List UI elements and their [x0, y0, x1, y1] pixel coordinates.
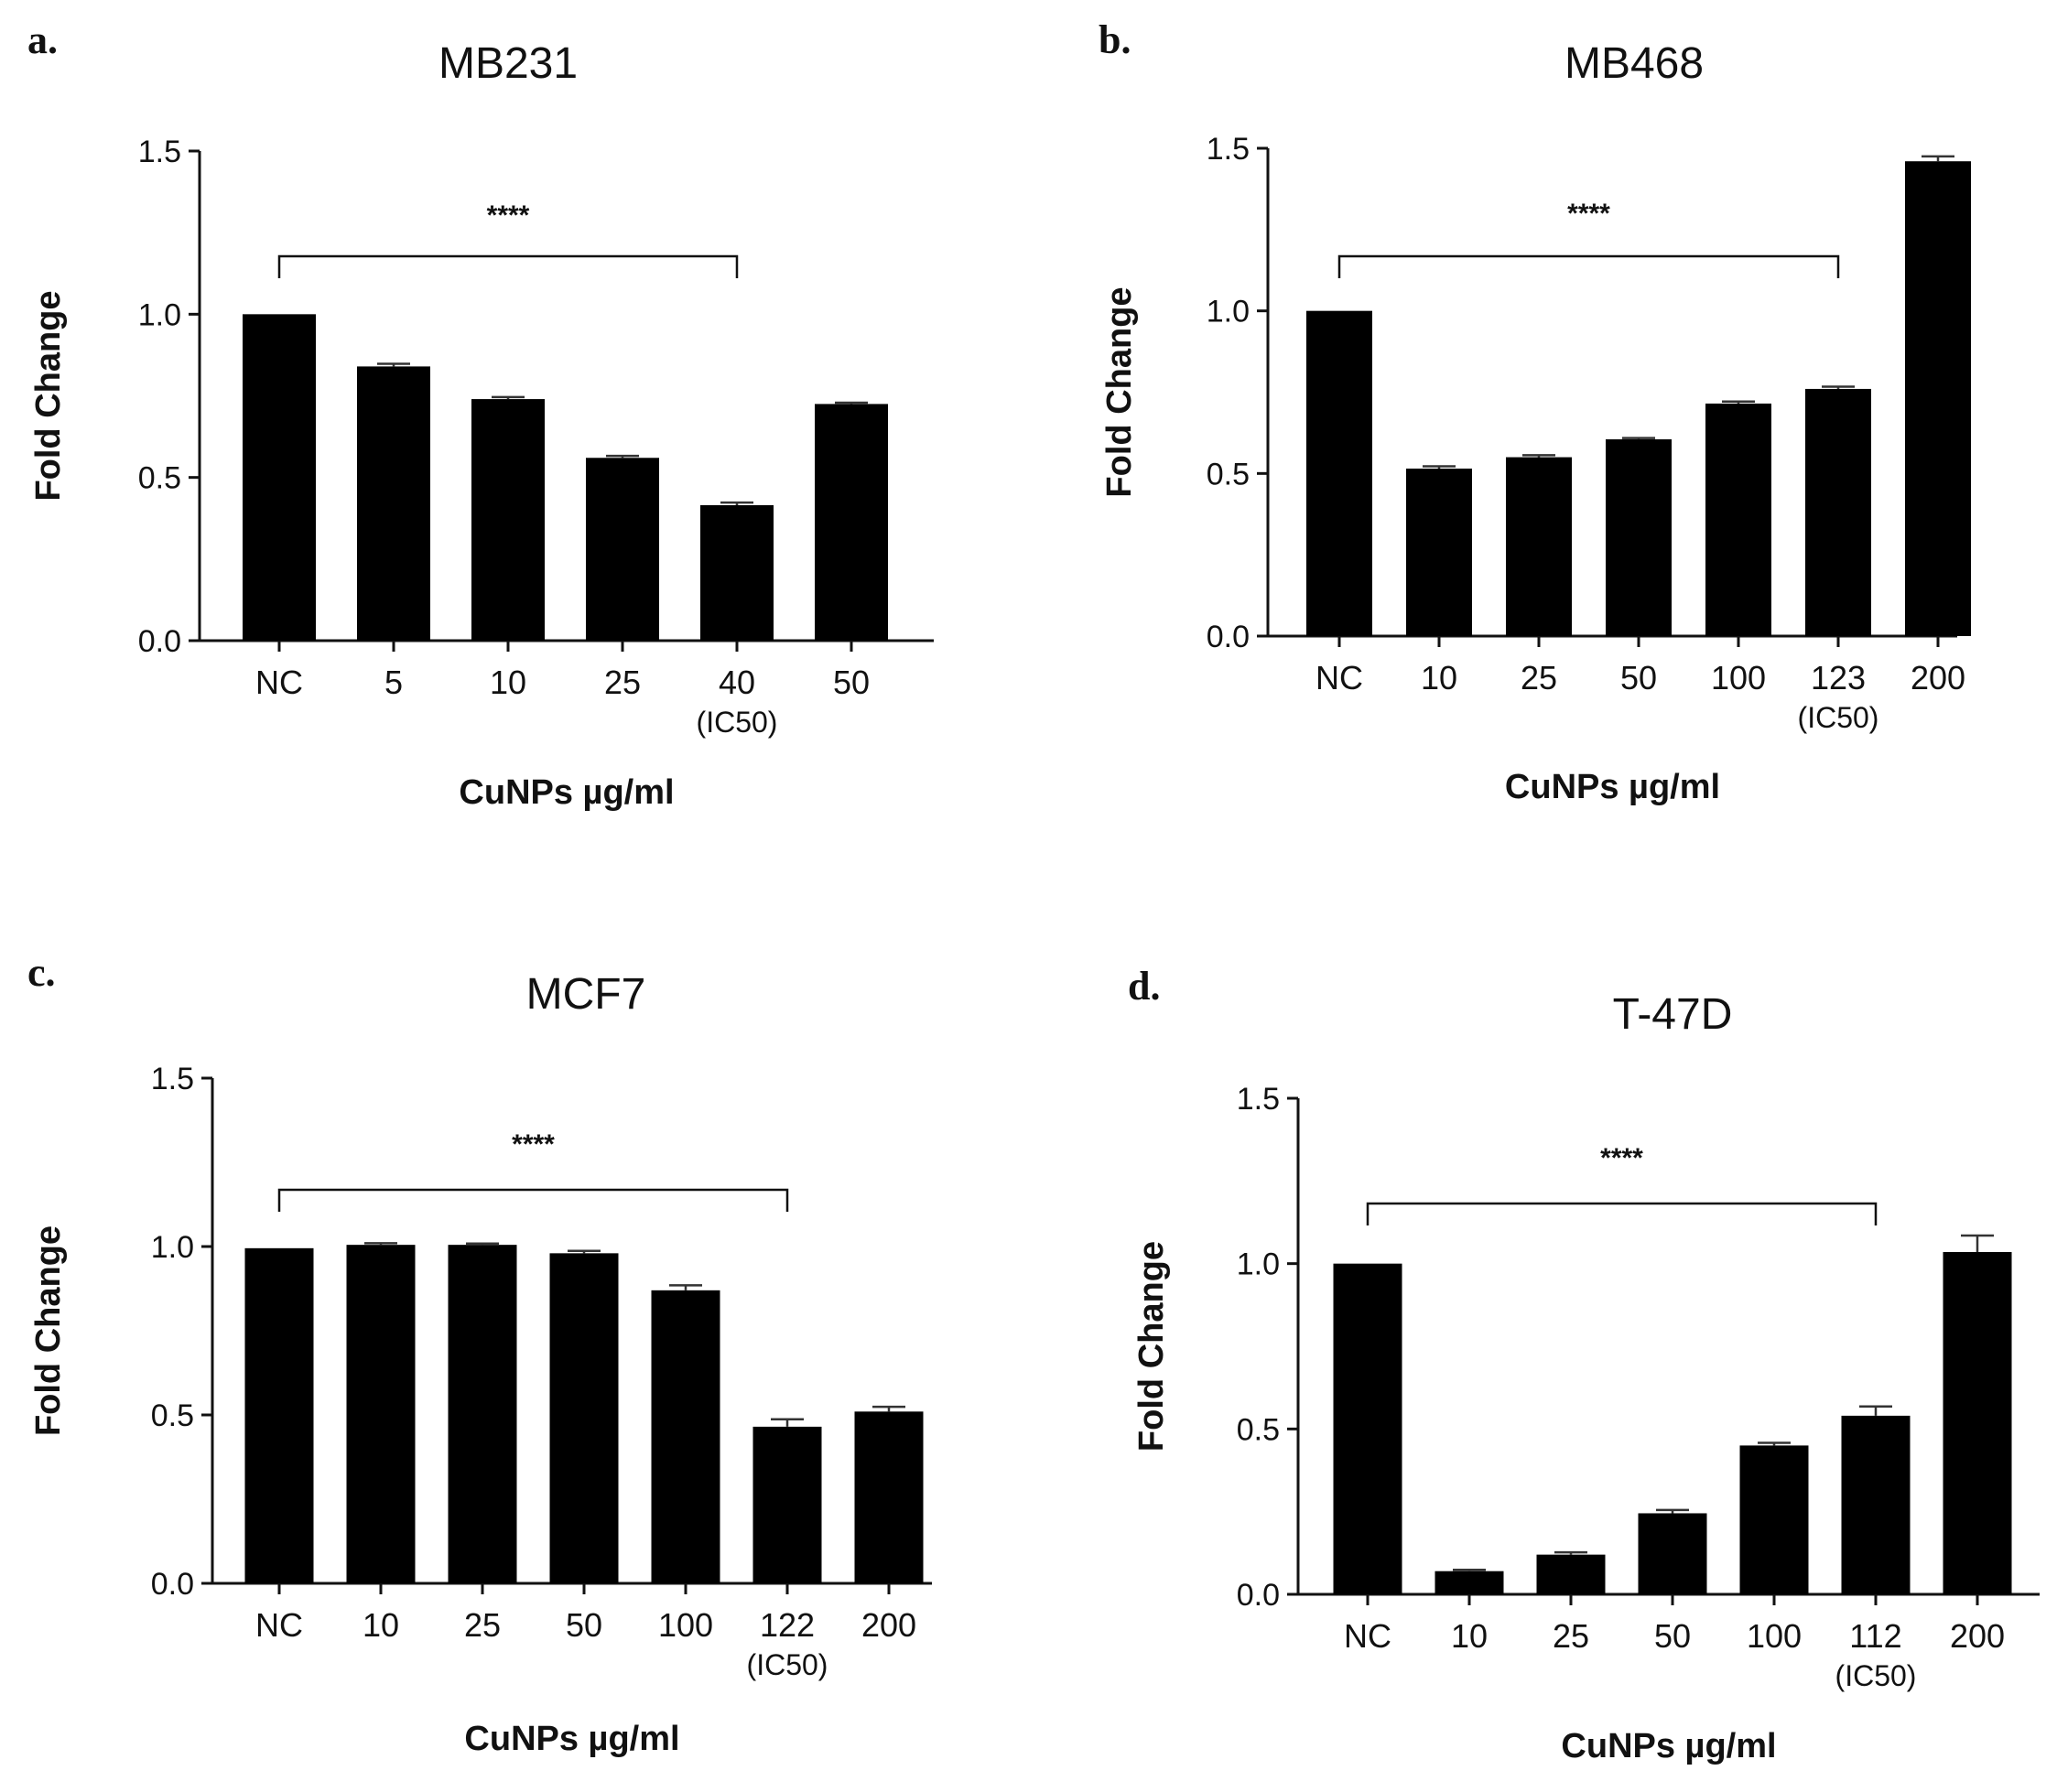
x-tick-label: 50 — [566, 1606, 602, 1644]
bar — [700, 504, 774, 641]
bar — [243, 314, 316, 641]
y-tick-label: 1.0 — [1207, 295, 1250, 329]
y-tick-label: 1.0 — [138, 297, 181, 332]
bar — [651, 1290, 720, 1583]
bar — [1536, 1554, 1606, 1594]
x-axis-title: CuNPs µg/ml — [464, 1720, 679, 1758]
bar — [244, 1247, 314, 1583]
x-axis-title: CuNPs µg/ml — [459, 773, 674, 812]
y-tick-label: 0.5 — [151, 1398, 194, 1433]
bar — [357, 366, 430, 641]
x-tick-label: 100 — [658, 1606, 713, 1644]
bar — [1333, 1263, 1402, 1594]
x-tick-label: 112 — [1849, 1617, 1901, 1655]
chart-title: MB231 — [438, 39, 578, 88]
bar — [1943, 1252, 2012, 1594]
x-tick-label: 200 — [1950, 1617, 2005, 1655]
x-tick-label: 10 — [1451, 1617, 1488, 1655]
x-tick-label: 25 — [1553, 1617, 1589, 1655]
panel-letter: d. — [1128, 964, 1160, 1009]
bar — [549, 1253, 619, 1583]
x-axis-title: CuNPs µg/ml — [1561, 1727, 1776, 1765]
x-tick-label: 50 — [1620, 659, 1657, 696]
y-tick-label: 0.5 — [1237, 1412, 1280, 1447]
y-axis-title: Fold Change — [29, 290, 68, 501]
x-tick-label: 100 — [1747, 1617, 1802, 1655]
bar — [1306, 310, 1372, 636]
significance-bracket — [277, 254, 739, 278]
panel-letter: c. — [27, 950, 56, 995]
chart-title: MCF7 — [526, 970, 646, 1019]
x-tick-label: 200 — [861, 1606, 916, 1644]
y-tick-label: 1.5 — [151, 1062, 194, 1096]
y-tick-label: 1.5 — [138, 135, 181, 169]
x-tick-label: 123 — [1811, 659, 1866, 696]
x-tick-label: 25 — [604, 664, 641, 701]
bar — [346, 1245, 416, 1583]
panel-letter: a. — [27, 17, 58, 62]
x-tick-label: NC — [1315, 659, 1363, 696]
bar — [1406, 469, 1472, 636]
significance-label: **** — [487, 200, 530, 231]
chart-title: T-47D — [1613, 990, 1733, 1039]
significance-bracket — [277, 1188, 789, 1212]
x-tick-label: 10 — [363, 1606, 399, 1644]
x-tick-label: 5 — [384, 664, 403, 701]
x-tick-label: 25 — [464, 1606, 501, 1644]
ic50-note: (IC50) — [1798, 701, 1879, 734]
y-tick-label: 1.5 — [1237, 1082, 1280, 1117]
significance-bracket — [1366, 1202, 1878, 1225]
x-tick-label: 50 — [1654, 1617, 1691, 1655]
x-tick-label: NC — [1344, 1617, 1391, 1655]
y-axis-title: Fold Change — [1100, 286, 1139, 497]
y-tick-label: 1.0 — [1237, 1247, 1280, 1282]
bar — [752, 1426, 822, 1583]
chart-title: MB468 — [1564, 39, 1704, 88]
significance-label: **** — [512, 1129, 555, 1160]
ic50-note: (IC50) — [697, 706, 778, 739]
y-axis-title: Fold Change — [29, 1225, 68, 1436]
x-tick-label: 100 — [1711, 659, 1766, 696]
bar — [1739, 1445, 1809, 1594]
bar — [586, 458, 659, 641]
bar — [1434, 1571, 1504, 1594]
bar — [1705, 403, 1771, 636]
significance-label: **** — [1600, 1143, 1643, 1173]
y-tick-label: 0.0 — [1237, 1578, 1280, 1613]
significance-label: **** — [1567, 199, 1610, 229]
y-tick-label: 0.5 — [1207, 457, 1250, 491]
bar — [1905, 161, 1971, 637]
bar — [854, 1411, 924, 1583]
y-tick-label: 1.5 — [1207, 132, 1250, 167]
x-tick-label: 25 — [1521, 659, 1557, 696]
y-tick-label: 0.5 — [138, 461, 181, 496]
x-tick-label: 10 — [1421, 659, 1457, 696]
y-tick-label: 1.0 — [151, 1230, 194, 1265]
bar — [1805, 388, 1871, 636]
bar — [471, 399, 545, 641]
bar — [815, 404, 888, 641]
x-tick-label: 50 — [833, 664, 870, 701]
y-tick-label: 0.0 — [1207, 620, 1250, 654]
ic50-note: (IC50) — [747, 1648, 828, 1681]
y-tick-label: 0.0 — [151, 1567, 194, 1602]
x-tick-label: 40 — [719, 664, 755, 701]
bar — [1841, 1415, 1911, 1594]
bar — [1638, 1513, 1707, 1594]
bar — [1506, 457, 1572, 636]
x-tick-label: NC — [255, 664, 303, 701]
x-axis-title: CuNPs µg/ml — [1505, 768, 1720, 806]
y-tick-label: 0.0 — [138, 624, 181, 659]
bar — [448, 1245, 517, 1583]
ic50-note: (IC50) — [1835, 1659, 1917, 1692]
x-tick-label: 122 — [760, 1606, 815, 1644]
bar — [1606, 439, 1672, 636]
significance-bracket — [1337, 254, 1840, 278]
x-tick-label: NC — [255, 1606, 303, 1644]
panel-letter: b. — [1099, 17, 1131, 62]
y-axis-title: Fold Change — [1132, 1241, 1171, 1452]
x-tick-label: 10 — [490, 664, 526, 701]
x-tick-label: 200 — [1911, 659, 1965, 696]
